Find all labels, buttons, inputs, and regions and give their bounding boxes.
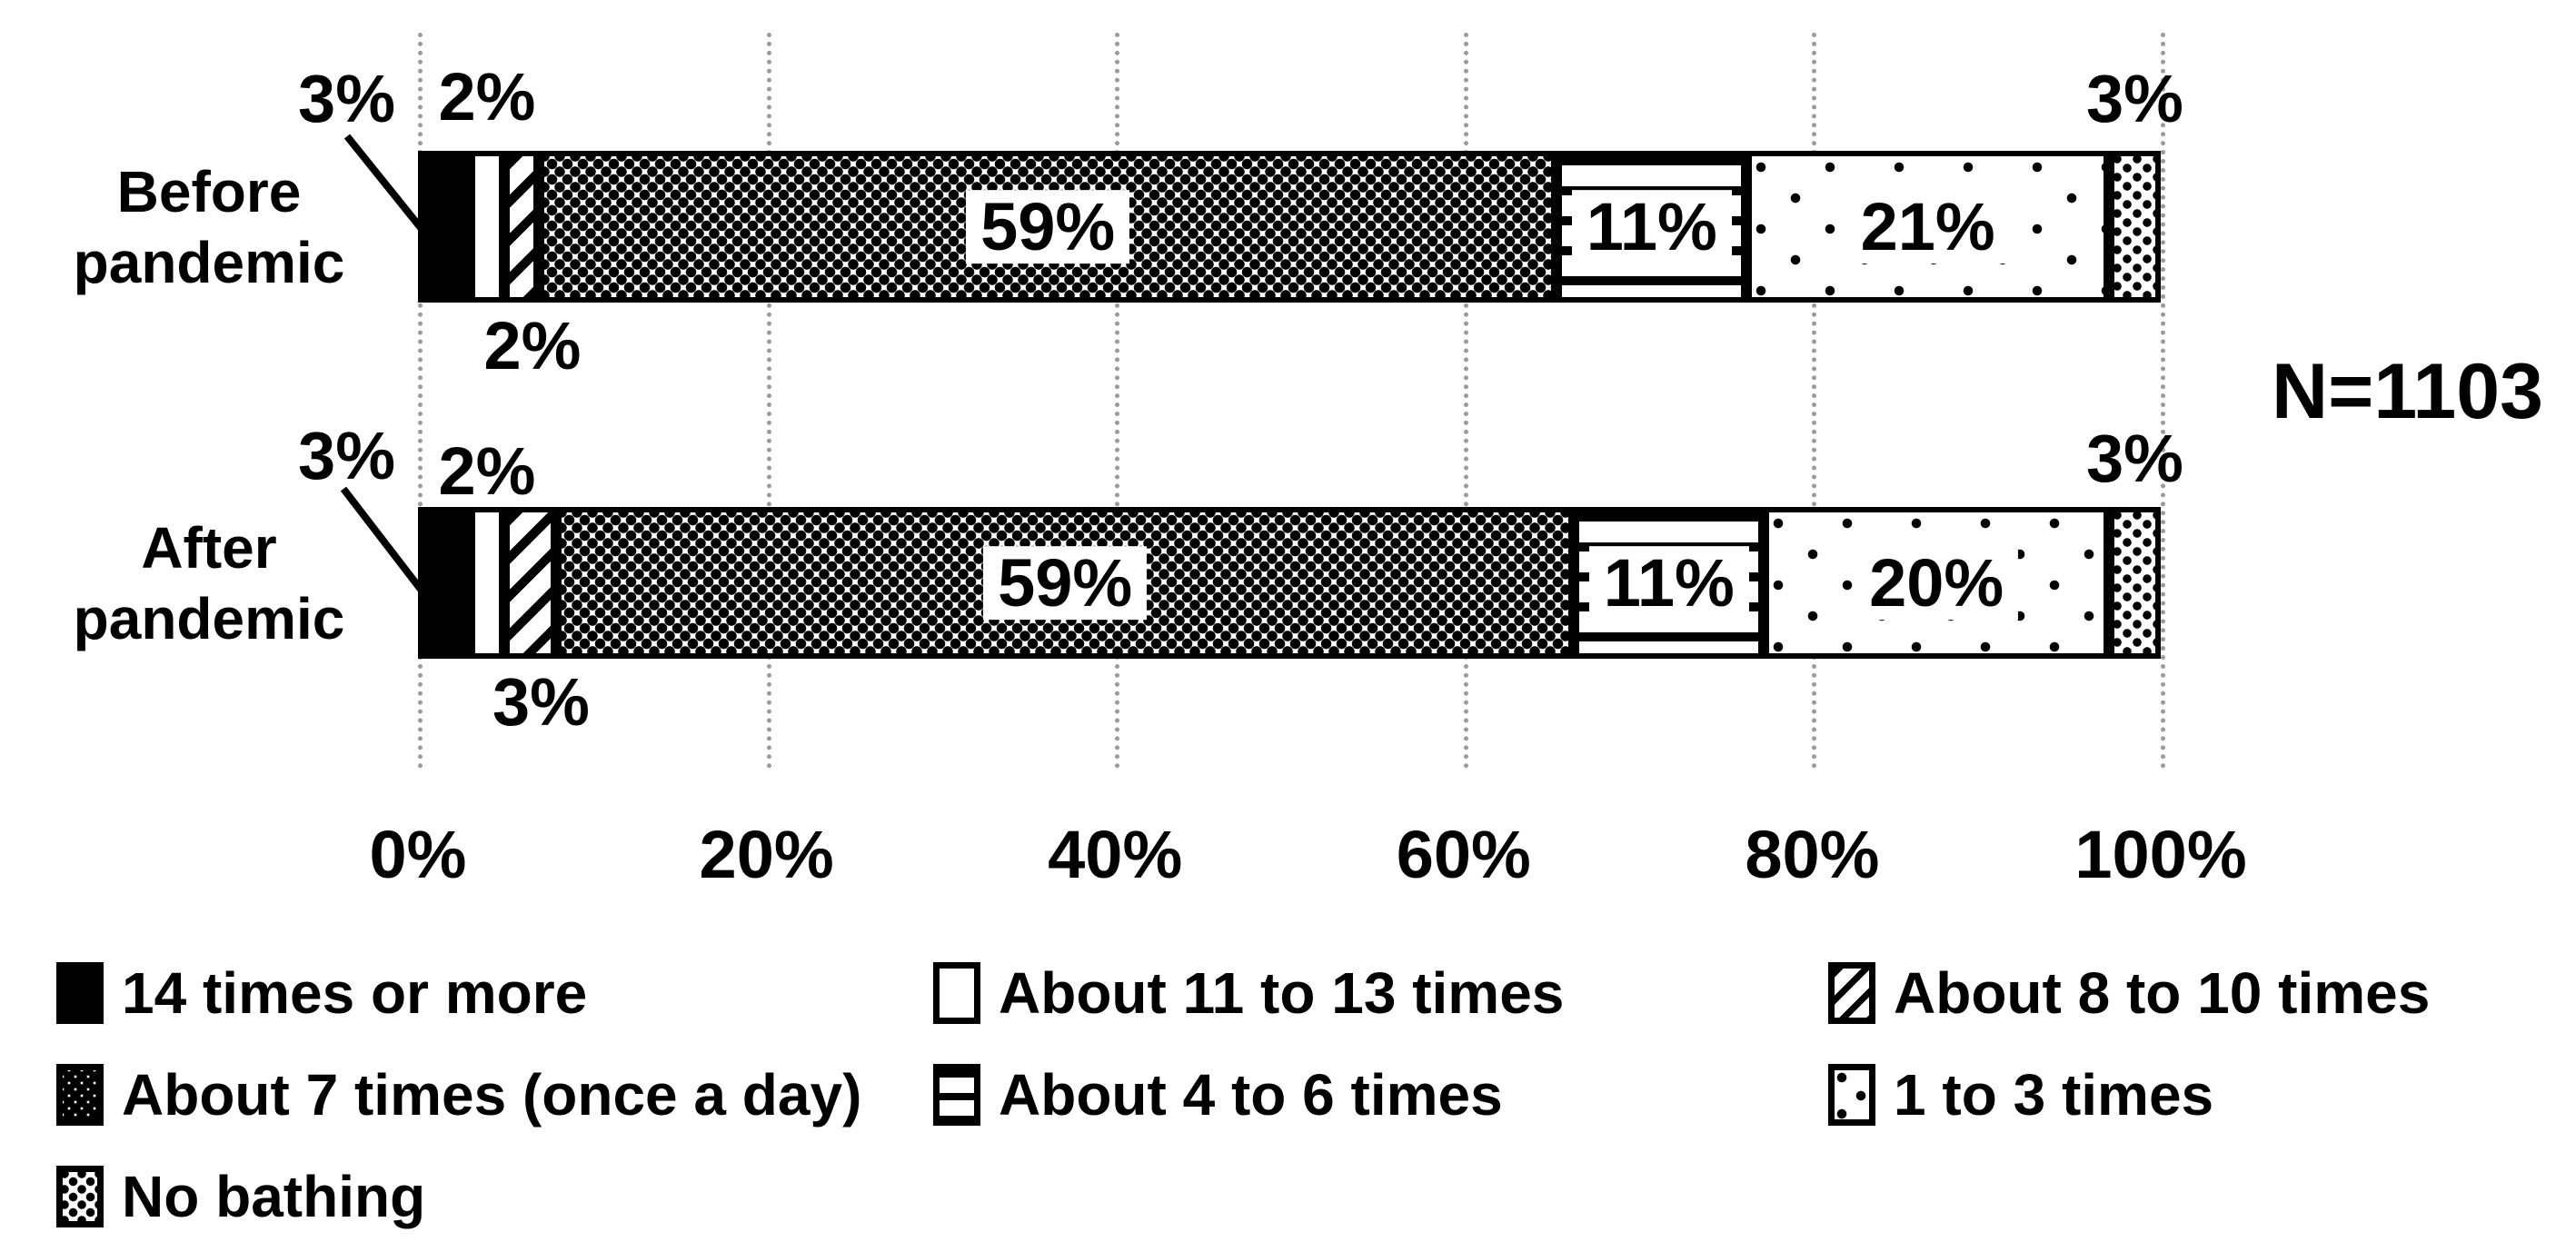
legend-marker-horizontal-lines [933,1064,980,1126]
category-label: After pandemic [73,514,345,651]
segment-callout-label: 3% [298,61,395,136]
legend-label: No bathing [122,1164,426,1229]
legend-marker-sparse-dots [1828,1064,1875,1126]
legend-marker-diagonal-hatch [1828,962,1875,1024]
segment-value-label: 11% [1571,189,1732,264]
x-tick-label: 20% [699,817,834,892]
legend-item: 14 times or more [56,959,933,1027]
legend-label: About 11 to 13 times [999,960,1565,1026]
segment-value-label: 11% [1588,545,1749,621]
gridline [1115,33,1120,769]
x-tick-label: 60% [1396,817,1531,892]
bar-segment [418,507,470,659]
x-tick-label: 100% [2074,817,2247,892]
segment-callout-label: 3% [2086,61,2183,136]
legend-item: 1 to 3 times [1828,1061,2430,1128]
segment-callout-label: 2% [483,308,582,383]
gridline [2161,33,2165,769]
segment-callout-label: 3% [492,664,590,740]
legend-label: About 8 to 10 times [1894,960,2431,1026]
legend-marker-plain-white [933,962,980,1024]
category-label: Before pandemic [73,158,345,295]
segment-callout-label: 3% [298,418,395,493]
x-tick-label: 0% [369,817,467,892]
segment-value-label: 59% [966,189,1130,264]
bar-segment [2109,507,2161,659]
gridline [1812,33,1817,769]
legend-item: About 4 to 6 times [933,1061,1828,1128]
gridline [766,33,771,769]
legend-marker-grid-dots [56,1166,104,1227]
bar-row [418,507,2161,659]
bar-segment [469,507,504,659]
legend-item: About 8 to 10 times [1828,959,2430,1027]
segment-value-label: 20% [1855,545,2019,621]
legend-marker-dense-dots [56,1064,104,1126]
x-tick-label: 80% [1745,817,1880,892]
bar-segment [2109,151,2161,303]
legend-label: 14 times or more [122,960,588,1026]
legend-item: No bathing [56,1163,933,1230]
legend-label: 1 to 3 times [1894,1062,2214,1128]
segment-callout-label: 2% [438,59,536,134]
legend-marker-solid-black [56,962,104,1024]
legend-item: About 11 to 13 times [933,959,1828,1027]
segment-value-label: 21% [1845,189,2010,264]
gridline [1463,33,1468,769]
legend-label: About 7 times (once a day) [122,1062,862,1128]
segment-callout-label: 2% [438,433,536,509]
bar-segment [418,151,470,303]
segment-callout-label: 3% [2086,421,2183,496]
x-tick-label: 40% [1048,817,1183,892]
gridline [418,33,423,769]
legend-item: About 7 times (once a day) [56,1061,933,1128]
bar-segment [503,507,556,659]
legend-label: About 4 to 6 times [999,1062,1503,1128]
bar-segment [503,151,539,303]
segment-value-label: 59% [983,545,1148,621]
bar-segment [469,151,504,303]
sample-size-label: N=1103 [2272,348,2543,435]
legend: 14 times or more About 11 to 13 times Abou… [56,959,2430,1230]
